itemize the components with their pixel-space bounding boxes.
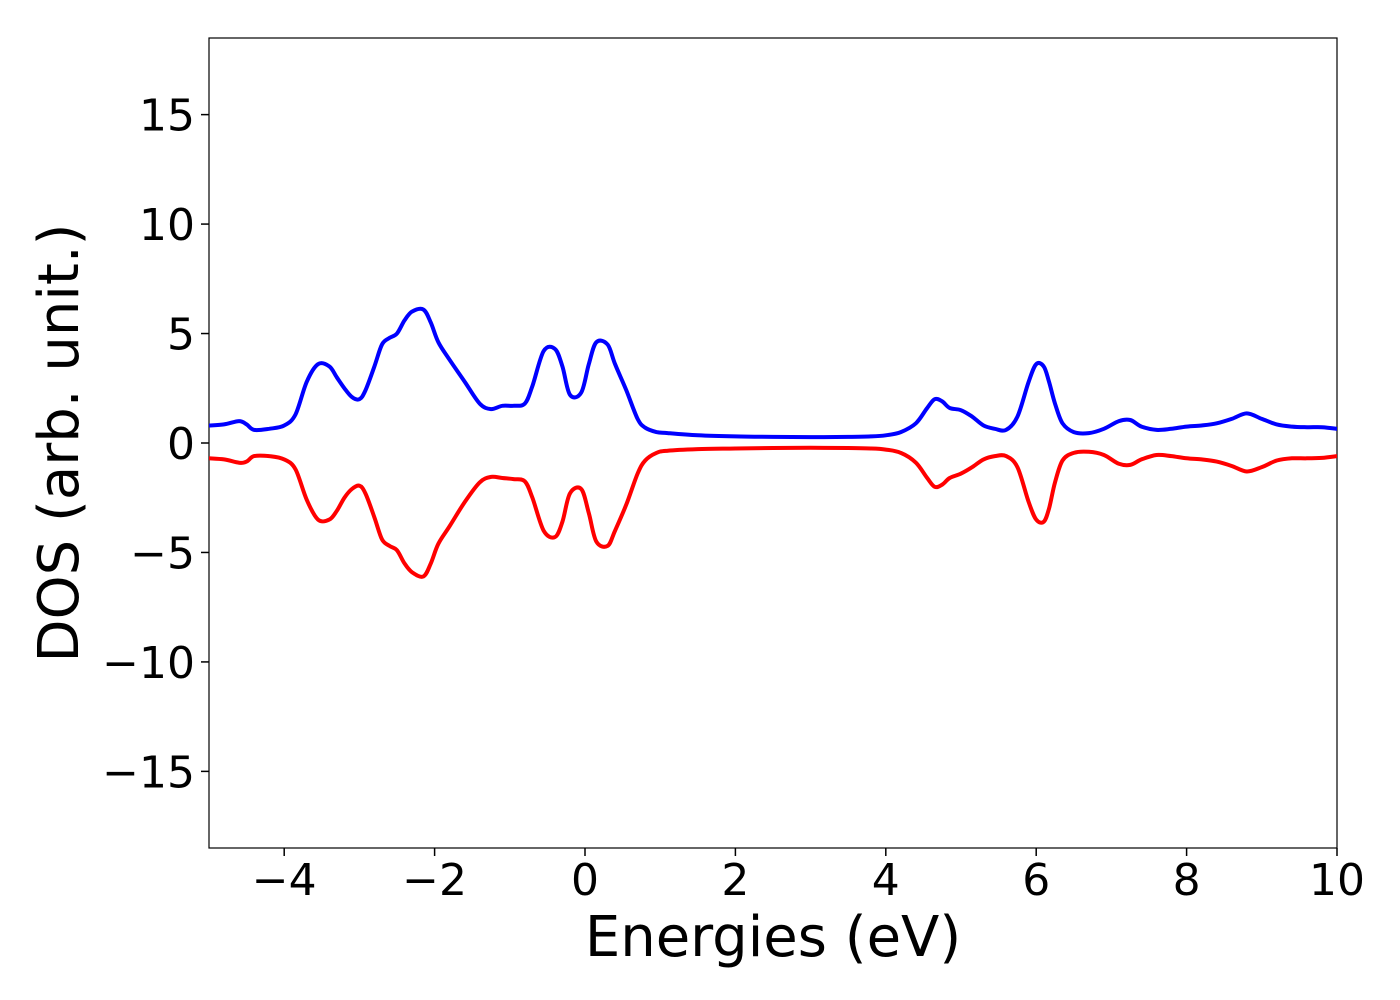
x-tick-label: 8 bbox=[1173, 855, 1201, 906]
y-axis-ticks: −15 −10 −5 0 5 10 15 bbox=[102, 91, 209, 798]
series-line-0 bbox=[209, 306, 1337, 440]
y-tick-label: −10 bbox=[102, 638, 195, 689]
y-axis-title: DOS (arb. unit.) bbox=[27, 223, 92, 662]
y-tick-label: −15 bbox=[102, 747, 195, 798]
x-tick-label: 10 bbox=[1309, 855, 1365, 906]
x-tick-label: 2 bbox=[721, 855, 749, 906]
x-tick-label: 6 bbox=[1022, 855, 1050, 906]
y-tick-label: 10 bbox=[139, 200, 195, 251]
x-tick-label: −2 bbox=[402, 855, 467, 906]
x-tick-label: 4 bbox=[872, 855, 900, 906]
y-tick-label: −5 bbox=[130, 528, 195, 579]
y-tick-label: 0 bbox=[167, 419, 195, 470]
y-tick-label: 5 bbox=[167, 310, 195, 361]
x-tick-label: 0 bbox=[571, 855, 599, 906]
x-axis-title: Energies (eV) bbox=[585, 905, 961, 970]
series-line-1 bbox=[209, 445, 1337, 579]
x-axis-ticks: −4 −2 0 2 4 6 8 10 bbox=[252, 848, 1365, 906]
y-tick-label: 15 bbox=[139, 91, 195, 142]
series-layer bbox=[209, 306, 1337, 579]
x-tick-label: −4 bbox=[252, 855, 317, 906]
plot-frame bbox=[208, 37, 1338, 849]
